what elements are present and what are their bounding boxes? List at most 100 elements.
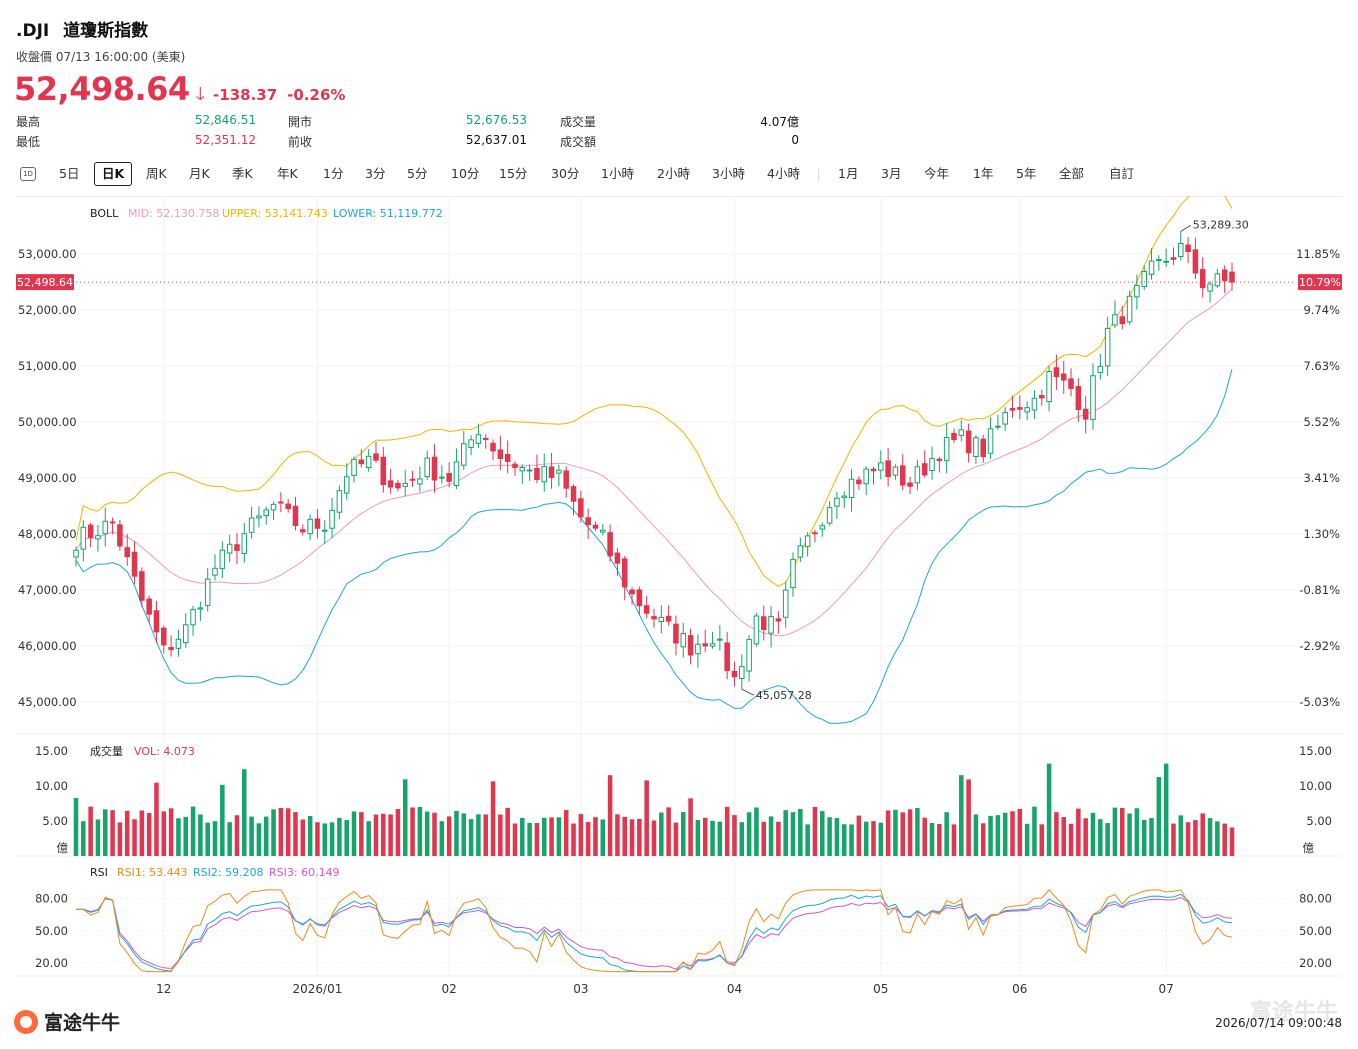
tab-6[interactable]: 1分 xyxy=(323,166,344,181)
candle-body xyxy=(863,468,869,485)
tab-1[interactable]: 日K xyxy=(94,162,133,186)
tab-4[interactable]: 季K xyxy=(232,166,253,181)
candle-body xyxy=(541,466,548,483)
candle-body xyxy=(673,623,679,644)
tab-separator xyxy=(818,168,819,182)
volume-bar xyxy=(754,807,759,856)
candle-body xyxy=(782,589,789,618)
tab-13[interactable]: 2小時 xyxy=(657,166,690,181)
candle-body xyxy=(482,437,489,440)
tab-16[interactable]: 1月 xyxy=(838,166,859,181)
volume-bar xyxy=(1061,817,1066,856)
volume-bar xyxy=(746,812,752,856)
volume-bar xyxy=(1163,763,1169,856)
candle-body xyxy=(856,479,862,485)
volume-bar xyxy=(871,821,876,856)
volume-bar xyxy=(359,812,364,856)
volume-value: 4.07億 xyxy=(760,115,799,129)
candle-body xyxy=(1082,408,1089,420)
low-marker-label: 45,057.28 xyxy=(756,689,812,702)
x-tick-label: 03 xyxy=(573,982,588,996)
candle-body xyxy=(526,469,533,472)
volume-bar xyxy=(1178,815,1184,856)
candle-body xyxy=(1126,295,1133,323)
volume-bar xyxy=(834,817,840,856)
tab-22[interactable]: 自訂 xyxy=(1109,166,1135,181)
candle-body xyxy=(819,525,826,530)
candle-body xyxy=(497,449,504,459)
tab-19[interactable]: 1年 xyxy=(973,166,994,181)
volume-bar xyxy=(395,808,401,856)
low-value: 52,351.12 xyxy=(194,133,256,147)
volume-bar xyxy=(937,823,942,856)
tab-3[interactable]: 月K xyxy=(189,166,210,181)
candle-body xyxy=(343,476,350,494)
candle-body xyxy=(797,545,804,558)
tab-0[interactable]: 5日 xyxy=(59,166,80,181)
tab-5[interactable]: 年K xyxy=(277,166,298,181)
volume-unit-left: 億 xyxy=(57,841,69,855)
volume-bar xyxy=(432,812,437,856)
candle-body xyxy=(1024,407,1030,413)
tab-15[interactable]: 4小時 xyxy=(767,166,800,181)
pct-tick-label: 7.63% xyxy=(1303,359,1340,373)
tab-11[interactable]: 30分 xyxy=(551,166,580,181)
tab-2[interactable]: 周K xyxy=(146,166,167,181)
rsi-panel-label: RSI xyxy=(90,866,108,879)
candle-body xyxy=(504,453,511,462)
candle-body xyxy=(1112,314,1118,326)
volume-bar xyxy=(249,816,254,856)
volume-bar xyxy=(710,820,715,856)
volume-bar xyxy=(190,806,196,856)
tab-9[interactable]: 10分 xyxy=(451,166,480,181)
volume-bar xyxy=(388,814,393,856)
candle-body xyxy=(1031,397,1038,411)
candle-body xyxy=(380,456,387,486)
candle-body xyxy=(519,467,526,472)
tab-14[interactable]: 3小時 xyxy=(712,166,745,181)
candle-body xyxy=(556,469,562,474)
x-tick-label: 06 xyxy=(1012,982,1027,996)
candle-body xyxy=(1009,408,1016,411)
candle-body xyxy=(951,432,957,441)
tab-20[interactable]: 5年 xyxy=(1016,166,1037,181)
price-change: -138.37 xyxy=(213,86,278,104)
tab-21[interactable]: 全部 xyxy=(1059,166,1085,181)
volume-bar xyxy=(351,811,357,856)
pct-tick-label: 9.74% xyxy=(1303,303,1340,317)
volume-bar xyxy=(424,811,430,856)
tab-17[interactable]: 3月 xyxy=(881,166,902,181)
tab-18[interactable]: 今年 xyxy=(924,166,950,181)
volume-bar xyxy=(490,781,496,856)
volume-bar xyxy=(1076,808,1081,856)
volume-bar xyxy=(549,817,554,856)
candle-body xyxy=(621,558,628,588)
candle-body xyxy=(563,470,569,489)
volume-bar xyxy=(227,822,232,856)
tab-10[interactable]: 15分 xyxy=(499,166,528,181)
volume-bar xyxy=(307,816,313,856)
candle-body xyxy=(439,476,445,479)
volume-bar xyxy=(220,784,225,856)
volume-bar xyxy=(578,814,584,856)
low-marker-line xyxy=(741,688,755,696)
candle-body xyxy=(709,643,716,647)
tab-8[interactable]: 5分 xyxy=(407,166,428,181)
volume-bar xyxy=(644,780,649,856)
high-marker-label: 53,289.30 xyxy=(1193,218,1249,231)
volume-bar xyxy=(88,806,93,856)
candle-body xyxy=(936,458,943,462)
candle-body xyxy=(687,635,694,656)
candle-body xyxy=(1207,283,1213,292)
volume-bar xyxy=(637,818,642,856)
volume-tick-left: 15.00 xyxy=(35,744,68,758)
volume-bar xyxy=(541,817,547,856)
volume-bar xyxy=(680,812,686,856)
candle-body xyxy=(680,633,687,648)
tab-7[interactable]: 3分 xyxy=(365,166,386,181)
volume-bar xyxy=(1017,808,1023,856)
pct-tick-label: -2.92% xyxy=(1299,639,1340,653)
tab-12[interactable]: 1小時 xyxy=(601,166,634,181)
candle-body xyxy=(753,615,760,645)
calendar-icon[interactable]: 1D xyxy=(20,167,36,181)
